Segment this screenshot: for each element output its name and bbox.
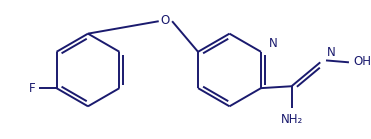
Text: F: F [29,82,36,95]
Text: NH₂: NH₂ [280,113,303,126]
Text: N: N [269,37,278,50]
Text: O: O [161,14,170,27]
Text: N: N [327,45,336,59]
Text: OH: OH [354,55,371,68]
